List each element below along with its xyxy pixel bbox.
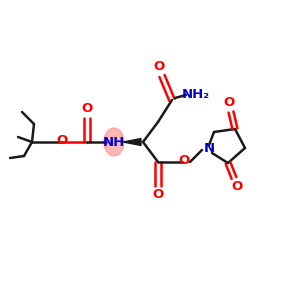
Polygon shape — [123, 139, 141, 145]
Text: O: O — [231, 179, 243, 193]
Text: N: N — [203, 142, 214, 155]
Text: O: O — [56, 134, 68, 148]
Text: NH₂: NH₂ — [182, 88, 210, 100]
Text: O: O — [152, 188, 164, 202]
Text: O: O — [178, 154, 190, 167]
Text: O: O — [153, 61, 165, 74]
Ellipse shape — [104, 128, 124, 156]
Text: O: O — [81, 103, 93, 116]
Text: NH: NH — [103, 136, 125, 148]
Text: O: O — [224, 97, 235, 110]
